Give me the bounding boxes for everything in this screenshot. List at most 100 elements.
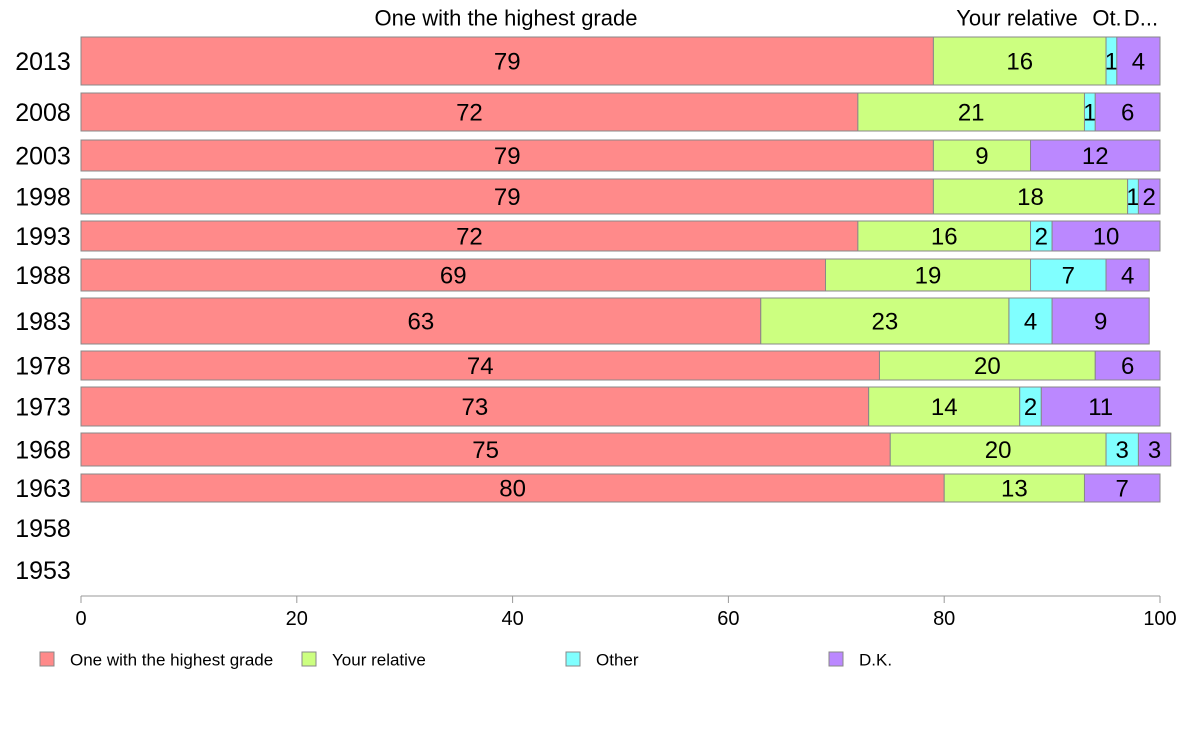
header-label: One with the highest grade [375,6,638,31]
bar-segment-1973-your-relative [868,386,1021,427]
legend-swatch-d-k [828,651,844,667]
bar-value-label: 2 [1035,224,1048,251]
bar-segment-2013-your-relative [932,36,1107,86]
bar-value-label: 14 [931,394,958,421]
year-label-1983: 1983 [15,308,71,336]
bar-segment-1968-d-k [1137,432,1172,467]
bar-value-label: 3 [1116,437,1129,464]
bar-segment-1993-d-k [1051,220,1161,252]
bar-value-label: 4 [1121,263,1134,290]
bar-segment-1963-d-k [1083,473,1161,503]
year-label-2013: 2013 [15,48,71,76]
bar-value-label: 80 [499,476,526,503]
year-label-2003: 2003 [15,143,71,171]
year-label-1993: 1993 [15,223,71,251]
bar-segment-1968-your-relative [889,432,1107,467]
bar-segment-1988-your-relative [825,258,1032,292]
bar-value-label: 79 [494,184,521,211]
bar-value-label: 7 [1116,476,1129,503]
legend-swatch-your-relative [301,651,317,667]
header-label: Ot. [1092,6,1121,31]
legend-swatch-one-with-the-highest-grade [39,651,55,667]
bar-segment-1988-one-with-the-highest-grade [80,258,827,292]
bar-value-label: 9 [1094,309,1107,336]
x-tick-label: 60 [717,608,739,630]
bar-value-label: 74 [467,353,494,380]
bar-value-label: 79 [494,143,521,170]
header-label: D... [1124,6,1158,31]
bar-value-label: 19 [915,263,942,290]
bar-value-label: 3 [1148,437,1161,464]
year-label-1978: 1978 [15,353,71,381]
bar-segment-2003-one-with-the-highest-grade [80,139,934,172]
x-tick-label: 80 [933,608,955,630]
bar-value-label: 79 [494,49,521,76]
legend-label-one-with-the-highest-grade: One with the highest grade [70,651,273,670]
bar-value-label: 1 [1083,100,1096,127]
bar-value-label: 23 [872,309,899,336]
legend-label-other: Other [596,651,639,670]
bar-value-label: 72 [456,224,483,251]
year-label-1988: 1988 [15,262,71,290]
bar-value-label: 9 [975,143,988,170]
bar-segment-1968-one-with-the-highest-grade [80,432,891,467]
legend-label-d-k: D.K. [859,651,892,670]
bar-value-label: 69 [440,263,467,290]
bar-value-label: 16 [931,224,958,251]
bar-segment-1983-d-k [1051,297,1150,345]
bar-value-label: 63 [408,309,435,336]
bar-segment-2008-d-k [1094,92,1161,132]
bar-segment-2013-d-k [1116,36,1161,86]
bar-segment-1978-d-k [1094,350,1161,381]
bar-segment-1988-d-k [1105,258,1150,292]
year-label-1953: 1953 [15,557,71,585]
bar-value-label: 73 [461,394,488,421]
bar-segment-1973-d-k [1040,386,1161,427]
bar-segment-1973-one-with-the-highest-grade [80,386,870,427]
year-label-1968: 1968 [15,437,71,465]
bar-segment-1998-d-k [1137,178,1161,215]
year-label-1963: 1963 [15,475,71,503]
x-tick-label: 100 [1143,608,1176,630]
bar-segment-2003-your-relative [932,139,1032,172]
bar-segment-1988-other [1030,258,1107,292]
bar-value-label: 1 [1105,49,1118,76]
bar-value-label: 6 [1121,100,1134,127]
year-label-1973: 1973 [15,394,71,422]
year-label-1958: 1958 [15,515,71,543]
bar-value-label: 21 [958,100,985,127]
bar-segment-1993-your-relative [857,220,1032,252]
x-tick-label: 0 [75,608,86,630]
bar-value-label: 7 [1062,263,1075,290]
bar-value-label: 20 [985,437,1012,464]
bar-value-label: 16 [1006,49,1033,76]
bar-value-label: 20 [974,353,1001,380]
bar-segment-1963-one-with-the-highest-grade [80,473,945,503]
bar-value-label: 4 [1132,49,1145,76]
bar-value-label: 18 [1017,184,1044,211]
bar-value-label: 6 [1121,353,1134,380]
bar-value-label: 75 [472,437,499,464]
bar-segment-1983-other [1008,297,1053,345]
x-tick-label: 40 [501,608,523,630]
legend-swatch-other [565,651,581,667]
bar-value-label: 2 [1143,184,1156,211]
bar-value-label: 12 [1082,143,1109,170]
bar-segment-1983-one-with-the-highest-grade [80,297,762,345]
bar-value-label: 1 [1126,184,1139,211]
year-label-2008: 2008 [15,99,71,127]
bar-segment-1978-your-relative [878,350,1096,381]
year-label-1998: 1998 [15,184,71,212]
header-label: Your relative [956,6,1077,31]
bar-value-label: 11 [1088,394,1113,421]
bar-value-label: 2 [1024,394,1037,421]
bar-segment-1963-your-relative [943,473,1085,503]
bar-value-label: 4 [1024,309,1037,336]
bar-segment-1998-your-relative [932,178,1129,215]
bar-value-label: 10 [1093,224,1120,251]
x-tick-label: 20 [286,608,308,630]
bar-segment-1968-other [1105,432,1139,467]
bar-segment-1978-one-with-the-highest-grade [80,350,880,381]
bar-segment-2003-d-k [1030,139,1161,172]
